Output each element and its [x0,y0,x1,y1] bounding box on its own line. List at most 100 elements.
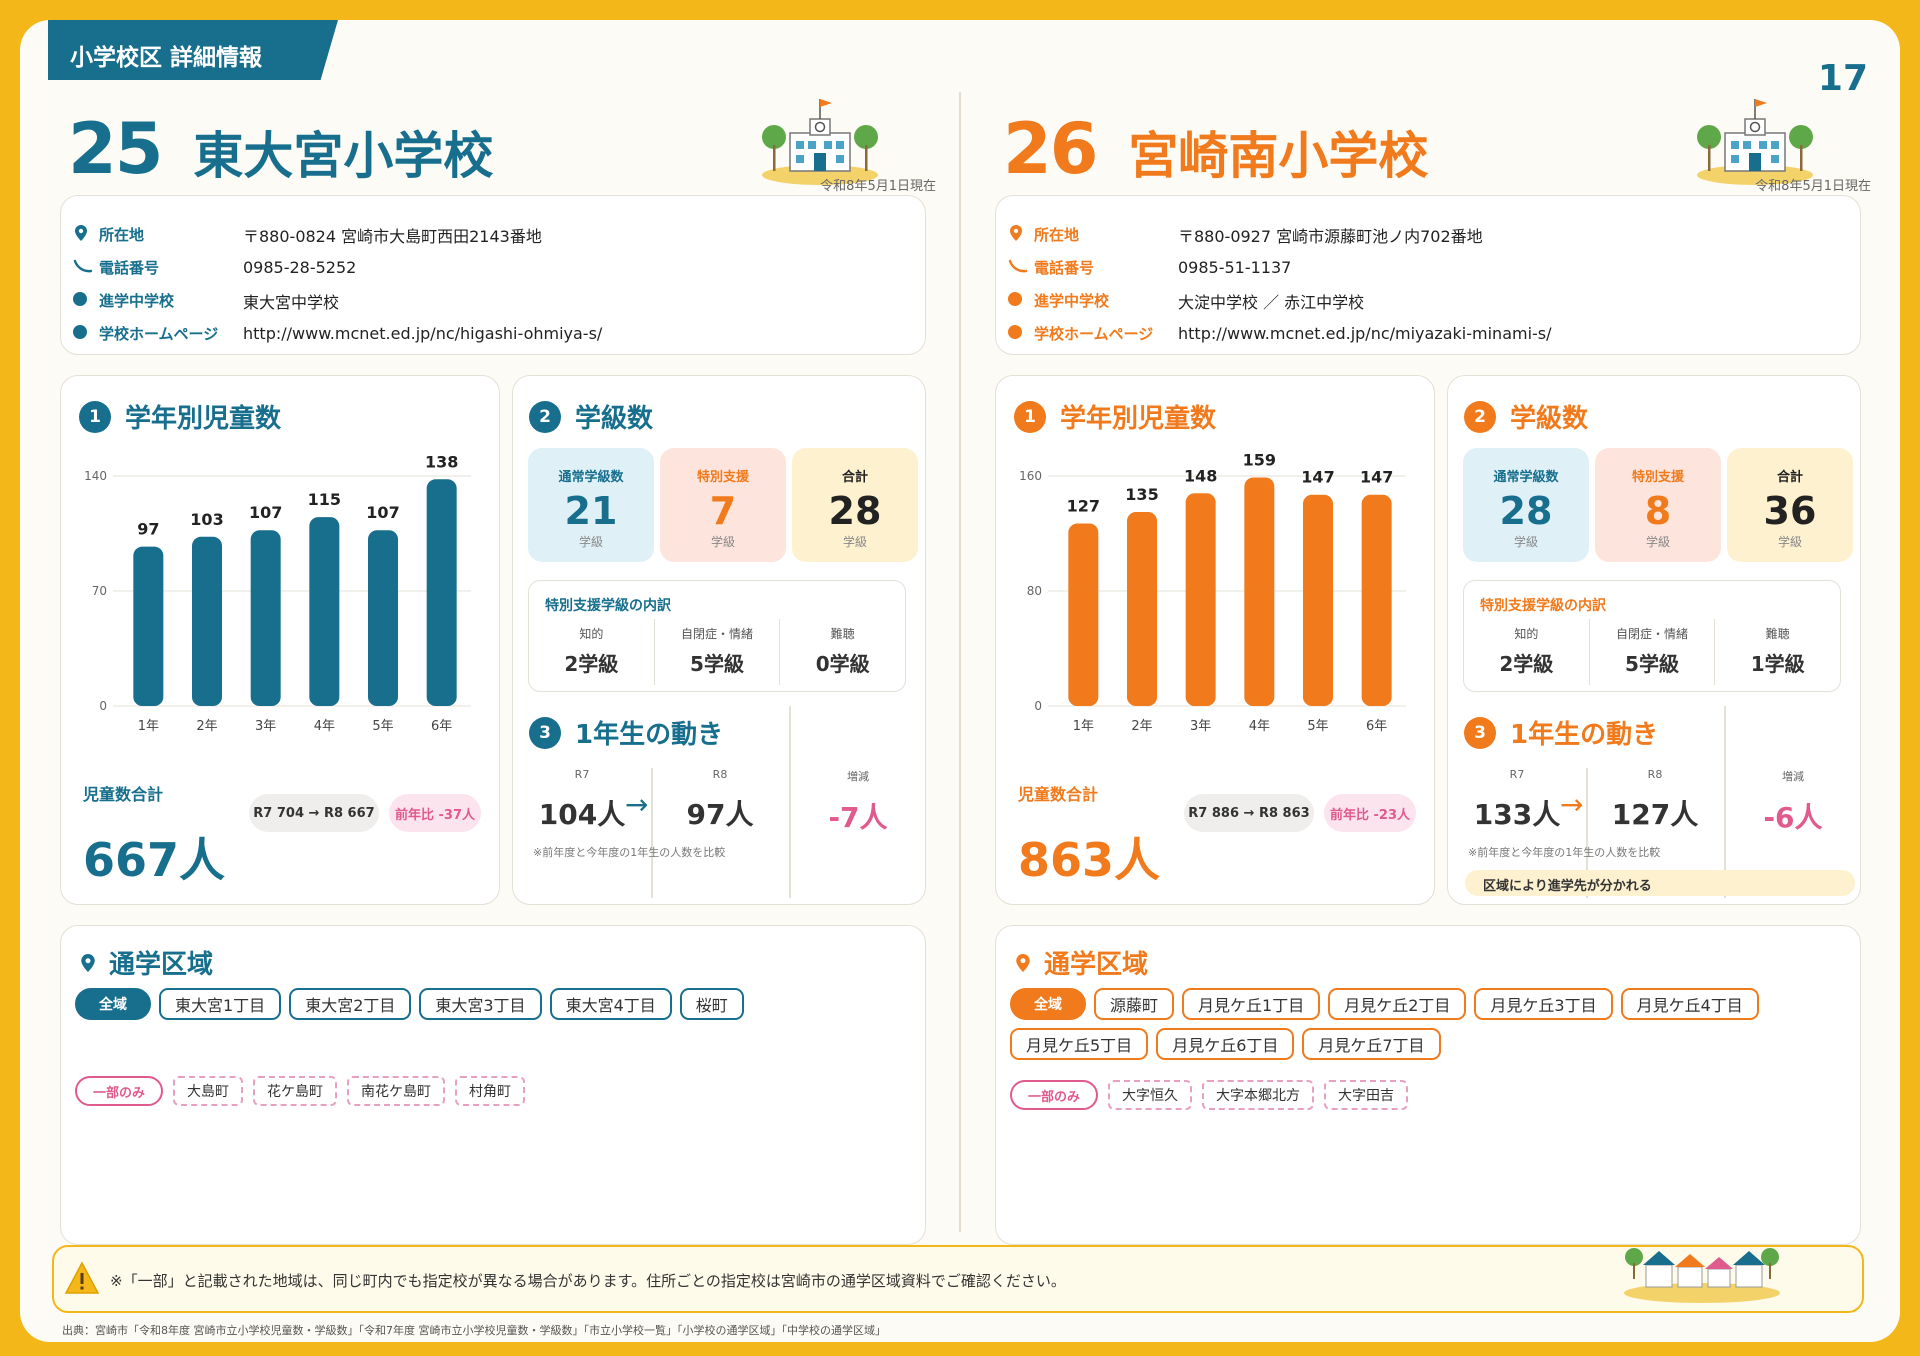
info-value[interactable]: http://www.mcnet.ed.jp/nc/miyazaki-minam… [1178,324,1552,343]
first-grade-heading: 1年生の動き [575,720,724,750]
bar [1244,477,1275,706]
class-box-title: 合計 [1776,470,1803,485]
bar-value-label: 138 [425,452,458,471]
bar-value-label: 148 [1184,466,1217,485]
x-tick-label: 5年 [1307,719,1328,734]
all-area-label: 全域 [1010,988,1086,1020]
callout-note: 区域により進学先が分かれる [1465,870,1855,896]
bar [309,517,340,706]
bar-value-label: 103 [190,510,223,529]
bar [426,479,457,706]
x-tick-label: 3年 [1190,719,1211,734]
school-title: 25 東大宮小学校 [68,108,493,190]
info-row: 電話番号 0985-28-5252 [73,251,925,284]
info-label: 学校ホームページ [99,325,219,343]
column-divider [959,92,961,1232]
info-value: 0985-51-1137 [1178,258,1292,277]
special-cell: 難聴 1学級 [1714,619,1840,685]
students-heading: 学年別児童数 [1060,404,1217,434]
class-box-unit: 学級 [1645,535,1670,549]
y-tick-label: 80 [1027,584,1042,598]
special-kind: 自閉症・情緒 [681,627,754,641]
info-label: 所在地 [1034,226,1080,244]
school-title: 26 宮崎南小学校 [1003,108,1428,190]
bar-value-label: 159 [1243,450,1276,469]
x-tick-label: 4年 [314,719,335,734]
area-chip: 東大宮3丁目 [419,988,542,1020]
bar [1068,523,1099,706]
first-grade-heading: 1年生の動き [1510,720,1659,750]
yoy-pill: 前年比 -23人 [1324,794,1416,832]
location-pin-icon [81,953,95,972]
info-value[interactable]: http://www.mcnet.ed.jp/nc/higashi-ohmiya… [243,324,603,343]
info-label: 電話番号 [99,259,160,277]
first-grade-value: -7人 [828,801,888,834]
divider [789,706,791,898]
divider [651,768,653,898]
location-pin-icon [73,224,99,246]
area-chip: 月見ケ丘4丁目 [1620,988,1759,1020]
partial-area-chip: 大島町 [173,1076,244,1106]
first-grade-key: R7 [574,768,590,781]
x-tick-label: 1年 [1073,719,1094,734]
area-chip: 月見ケ丘3丁目 [1474,988,1613,1020]
district-heading: 通学区域 [109,950,214,980]
dot-icon [1008,324,1034,343]
bar [1185,493,1216,706]
class-box-value: 7 [709,489,737,533]
first-grade-value: 104人 [538,798,626,831]
bar [1303,494,1333,706]
classes-card: 2 学級数 通常学級数 28 学級 特別支援 8 学級 合計 36 学級 特別支… [1447,375,1861,905]
special-cell: 自閉症・情緒 5学級 [1588,619,1715,685]
x-tick-label: 4年 [1249,719,1270,734]
info-row: 所在地 〒880-0927 宮崎市源藤町池ノ内702番地 [1008,218,1860,251]
info-row: 進学中学校 東大宮中学校 [73,284,925,317]
school-name: 宮崎南小学校 [1128,127,1429,185]
special-breakdown: 特別支援学級の内訳 知的 2学級 自閉症・情緒 5学級 難聴 1学級 [1463,580,1841,692]
y-tick-label: 0 [1034,699,1042,713]
info-row: 進学中学校 大淀中学校 ／ 赤江中学校 [1008,284,1860,317]
class-box-title: 通常学級数 [1493,470,1559,485]
district-heading: 通学区域 [1044,950,1149,980]
first-grade-key: 増減 [1782,770,1804,783]
dot-icon [73,324,99,343]
special-heading: 特別支援学級の内訳 [1480,598,1606,614]
class-box-title: 通常学級数 [558,470,624,485]
special-cell: 難聴 0学級 [779,619,905,685]
bar [250,530,281,706]
school-number: 25 [68,108,163,190]
full-area-chips: 全域 東大宮1丁目 東大宮2丁目 東大宮3丁目 東大宮4丁目 桜町 [75,988,915,1020]
bar-value-label: 147 [1301,468,1334,487]
class-box-value: 21 [564,489,618,533]
dot-icon [73,291,99,310]
step-3-badge: 3 [529,716,561,749]
school-column-25: 25 東大宮小学校 令和8年5月1日現在 所在地 〒880-0824 宮崎市 [60,20,960,1250]
info-value: 東大宮中学校 [243,292,340,312]
info-label: 進学中学校 [1034,292,1110,310]
class-box-value: 28 [828,489,882,533]
area-chip: 東大宮1丁目 [159,988,282,1020]
bar-value-label: 135 [1125,485,1158,504]
source-note: 出典：宮崎市「令和8年度 宮崎市立小学校児童数・学級数」「令和7年度 宮崎市立小… [62,1324,886,1337]
area-chip: 月見ケ丘1丁目 [1182,988,1321,1020]
partial-area-chip: 村角町 [455,1076,526,1106]
first-grade-key: R8 [1647,768,1663,781]
step-2-badge: 2 [529,400,561,433]
x-tick-label: 6年 [1366,719,1387,734]
step-2-badge: 2 [1464,400,1496,433]
info-row: 学校ホームページ http://www.mcnet.ed.jp/nc/miyaz… [1008,317,1860,350]
step-3-badge: 3 [1464,716,1496,749]
class-box-title: 合計 [841,470,868,485]
partial-area-chip: 花ケ島町 [253,1076,338,1106]
school-name: 東大宮小学校 [193,127,494,185]
class-count-boxes: 通常学級数 21 学級 特別支援 7 学級 合計 28 学級 [528,448,918,562]
special-kind: 難聴 [830,627,855,641]
full-area-chips: 全域 源藤町 月見ケ丘1丁目 月見ケ丘2丁目 月見ケ丘3丁目 月見ケ丘4丁目 月見ケ丘5丁目… [1010,988,1790,1060]
special-value: 0学級 [815,652,870,676]
special-heading: 特別支援学級の内訳 [545,598,671,614]
partial-area-label: 一部のみ [1010,1080,1099,1110]
location-pin-icon [1008,224,1034,246]
first-grade-value: 127人 [1611,798,1699,831]
school-building-icon [762,99,878,185]
students-heading: 学年別児童数 [125,404,282,434]
